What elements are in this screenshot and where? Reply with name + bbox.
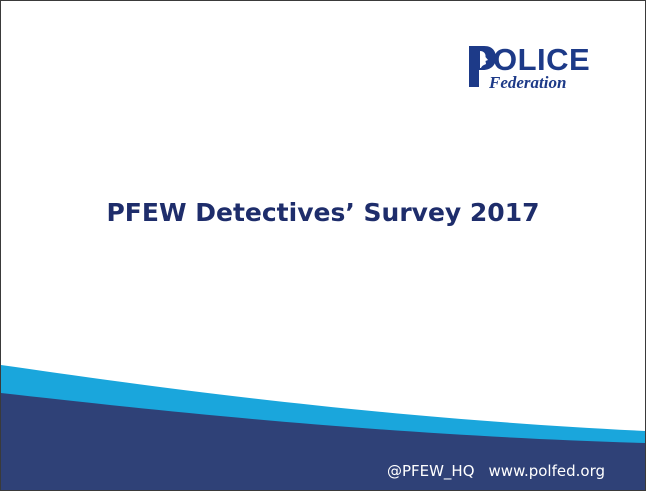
logo-subtitle: Federation xyxy=(489,73,567,92)
twitter-handle: @PFEW_HQ xyxy=(386,462,475,480)
slide-title: PFEW Detectives’ Survey 2017 xyxy=(106,198,540,227)
wave-light-band xyxy=(1,365,645,443)
police-p-emblem-icon xyxy=(469,46,496,87)
slide-footer: @PFEW_HQ www.polfed.org xyxy=(387,461,605,481)
website-url: www.polfed.org xyxy=(488,462,605,480)
police-federation-logo: OLICE Federation xyxy=(467,43,607,95)
logo-wordmark: OLICE xyxy=(493,42,591,77)
